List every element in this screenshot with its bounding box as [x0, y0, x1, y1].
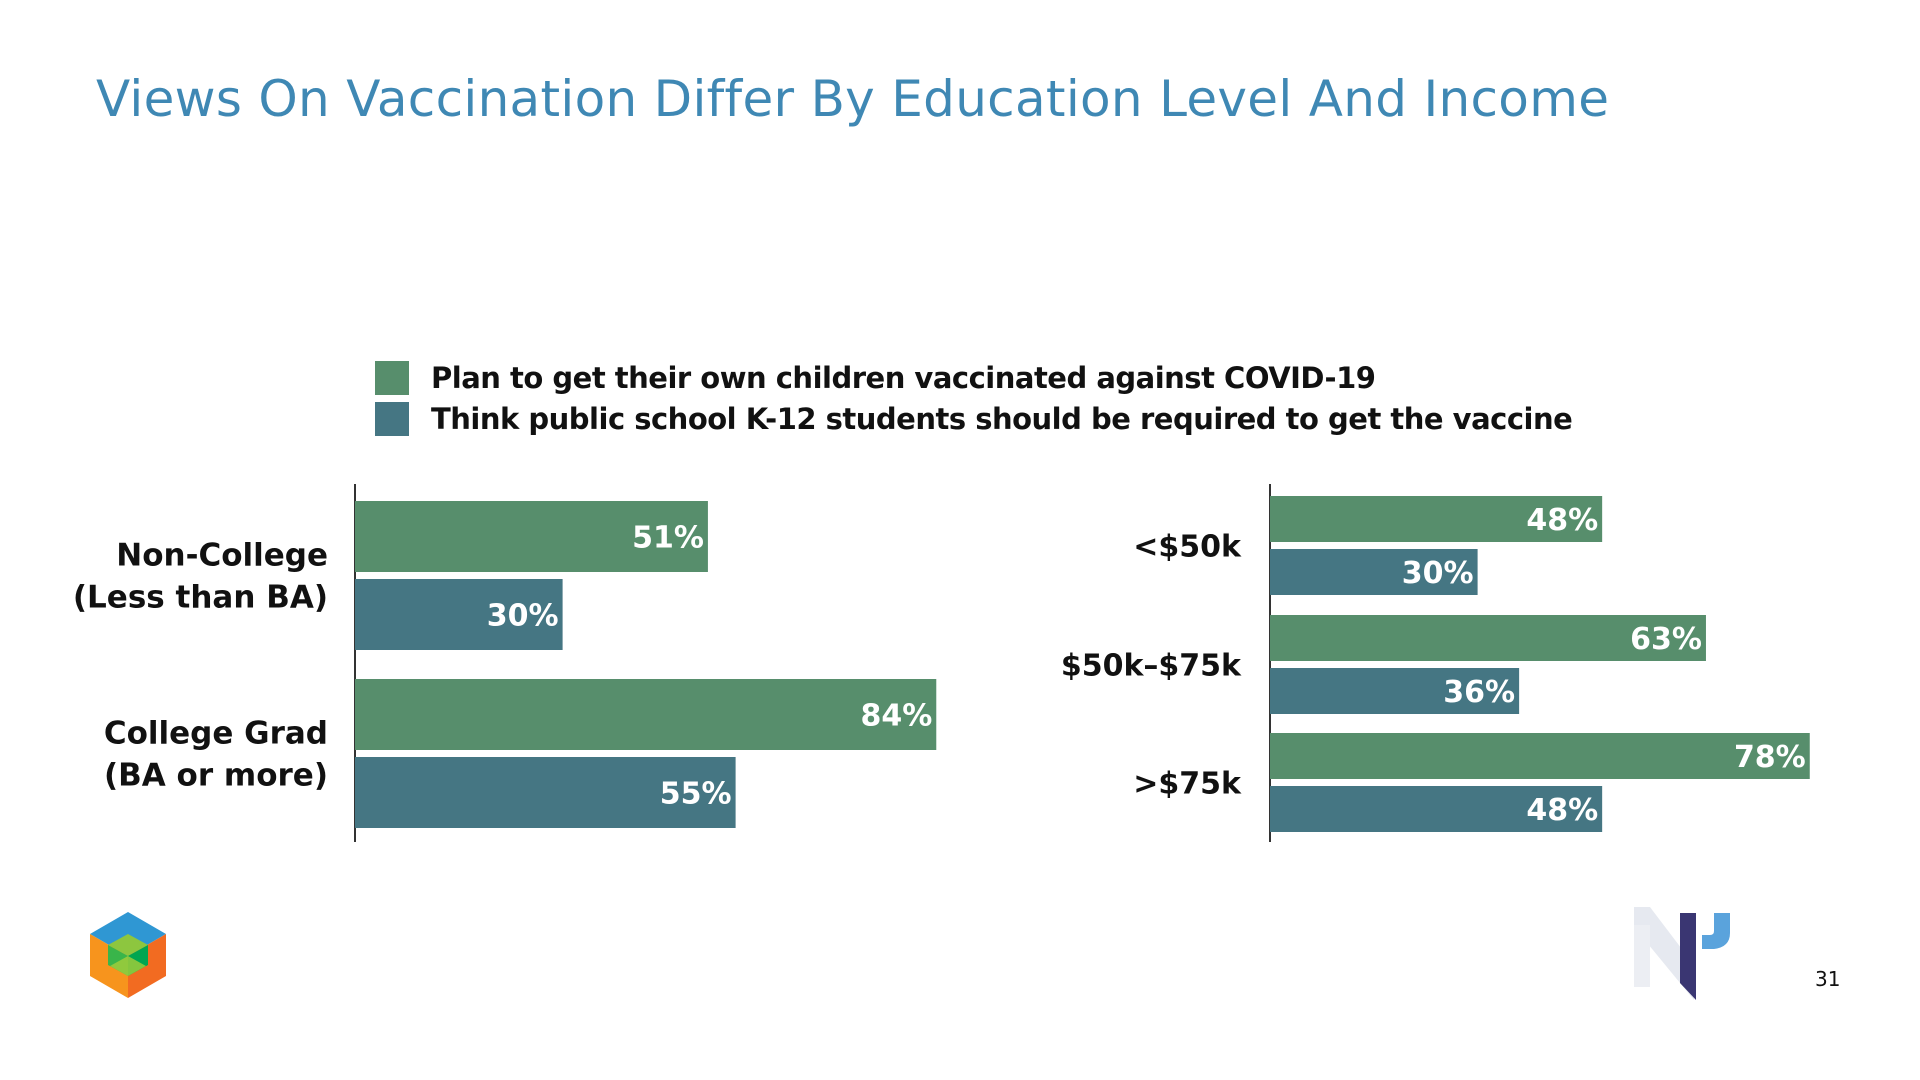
cube-logo-icon: [88, 910, 168, 1004]
bar-plan-chart2-2: [1270, 615, 1706, 661]
bar-require-chart2-3: [1270, 786, 1603, 832]
bar-require-chart2-1: [1270, 549, 1478, 595]
bar-plan-chart1-1: [355, 501, 708, 572]
chart-legend: Plan to get their own children vaccinate…: [375, 357, 1573, 439]
data-label-require-chart1-1: 30%: [487, 599, 559, 634]
category-label-chart2-1: <$50k: [1133, 530, 1242, 565]
category-label-chart1-2: College Grad (BA or more): [104, 716, 328, 794]
page-title: Views On Vaccination Differ By Education…: [96, 70, 1610, 128]
category-label-chart1-1: Non-College (Less than BA): [73, 538, 328, 616]
data-label-plan-chart2-3: 78%: [1734, 740, 1806, 775]
category-label-chart2-2: $50k–$75k: [1061, 649, 1242, 684]
data-label-plan-chart2-1: 48%: [1526, 503, 1598, 538]
legend-swatch-require: [375, 401, 409, 436]
data-label-require-chart2-2: 36%: [1443, 675, 1515, 710]
legend-item-require: Think public school K-12 students should…: [375, 398, 1573, 439]
bar-plan-chart2-1: [1270, 496, 1603, 542]
bar-plan-chart1-2: [355, 679, 937, 750]
bar-require-chart1-1: [355, 579, 563, 650]
bar-require-chart2-2: [1270, 668, 1520, 714]
legend-swatch-plan: [375, 360, 409, 395]
bar-plan-chart2-3: [1270, 733, 1810, 779]
legend-label-plan: Plan to get their own children vaccinate…: [431, 360, 1376, 395]
legend-label-require: Think public school K-12 students should…: [431, 401, 1573, 436]
np-logo-icon: [1630, 905, 1770, 1009]
data-label-plan-chart2-2: 63%: [1630, 622, 1702, 657]
data-label-plan-chart1-2: 84%: [860, 699, 932, 734]
data-label-plan-chart1-1: 51%: [632, 521, 704, 556]
legend-item-plan: Plan to get their own children vaccinate…: [375, 357, 1572, 398]
page-number: 31: [1815, 967, 1841, 991]
data-label-require-chart2-1: 30%: [1402, 556, 1474, 591]
data-label-require-chart2-3: 48%: [1526, 793, 1598, 828]
data-label-require-chart1-2: 55%: [660, 777, 732, 812]
bar-require-chart1-2: [355, 757, 736, 828]
category-label-chart2-3: >$75k: [1133, 767, 1242, 802]
